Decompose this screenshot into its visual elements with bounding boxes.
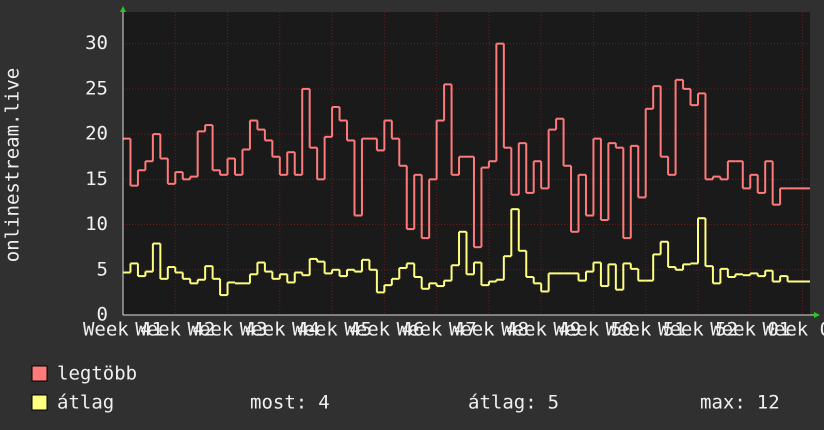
legend: legtöbb átlag most: 4 átlag: 5 max: 12 (31, 363, 780, 414)
y-tick-label: 15 (85, 168, 108, 190)
x-tick-label: Week 48 (449, 319, 529, 341)
x-tick-label: Week 43 (188, 319, 268, 341)
x-tick-label: Week 44 (240, 319, 320, 341)
x-tick-label: Week 45 (292, 319, 372, 341)
stat-label: átlag: (468, 392, 537, 414)
x-tick-label: Week 02 (762, 319, 824, 341)
stat-value: 5 (548, 392, 559, 414)
x-tick-label: Week 41 (83, 319, 163, 341)
x-tick-label: Week 52 (658, 319, 738, 341)
x-tick-label: Week 51 (606, 319, 686, 341)
y-tick-label: 5 (97, 258, 108, 280)
x-tick-label: Week 50 (553, 319, 633, 341)
x-tick-label: Week 01 (710, 319, 790, 341)
marks (123, 42, 810, 297)
y-tick-label: 0 (97, 304, 108, 326)
stat-label: most: (250, 392, 307, 414)
x-tick-label: Week 49 (501, 319, 581, 341)
y-tick-label: 20 (85, 123, 108, 145)
legend-swatch (31, 365, 48, 382)
y-tick-label: 30 (85, 32, 108, 54)
stat-label: max: (700, 392, 746, 414)
legend-swatch (31, 394, 48, 411)
stat-value: 4 (318, 392, 329, 414)
legend-label: átlag (57, 392, 114, 414)
x-arrow (814, 312, 820, 318)
y-tick-label: 10 (85, 213, 108, 235)
stat-value: 12 (757, 392, 780, 414)
y-tick-label: 25 (85, 77, 108, 99)
x-tick-label: Week 42 (135, 319, 215, 341)
x-tick-label: Week 47 (397, 319, 477, 341)
legend-label: legtöbb (57, 363, 137, 385)
y-axis-label: onlinestream.live (2, 68, 24, 262)
x-tick-label: Week 46 (344, 319, 424, 341)
y-arrow (120, 6, 126, 12)
